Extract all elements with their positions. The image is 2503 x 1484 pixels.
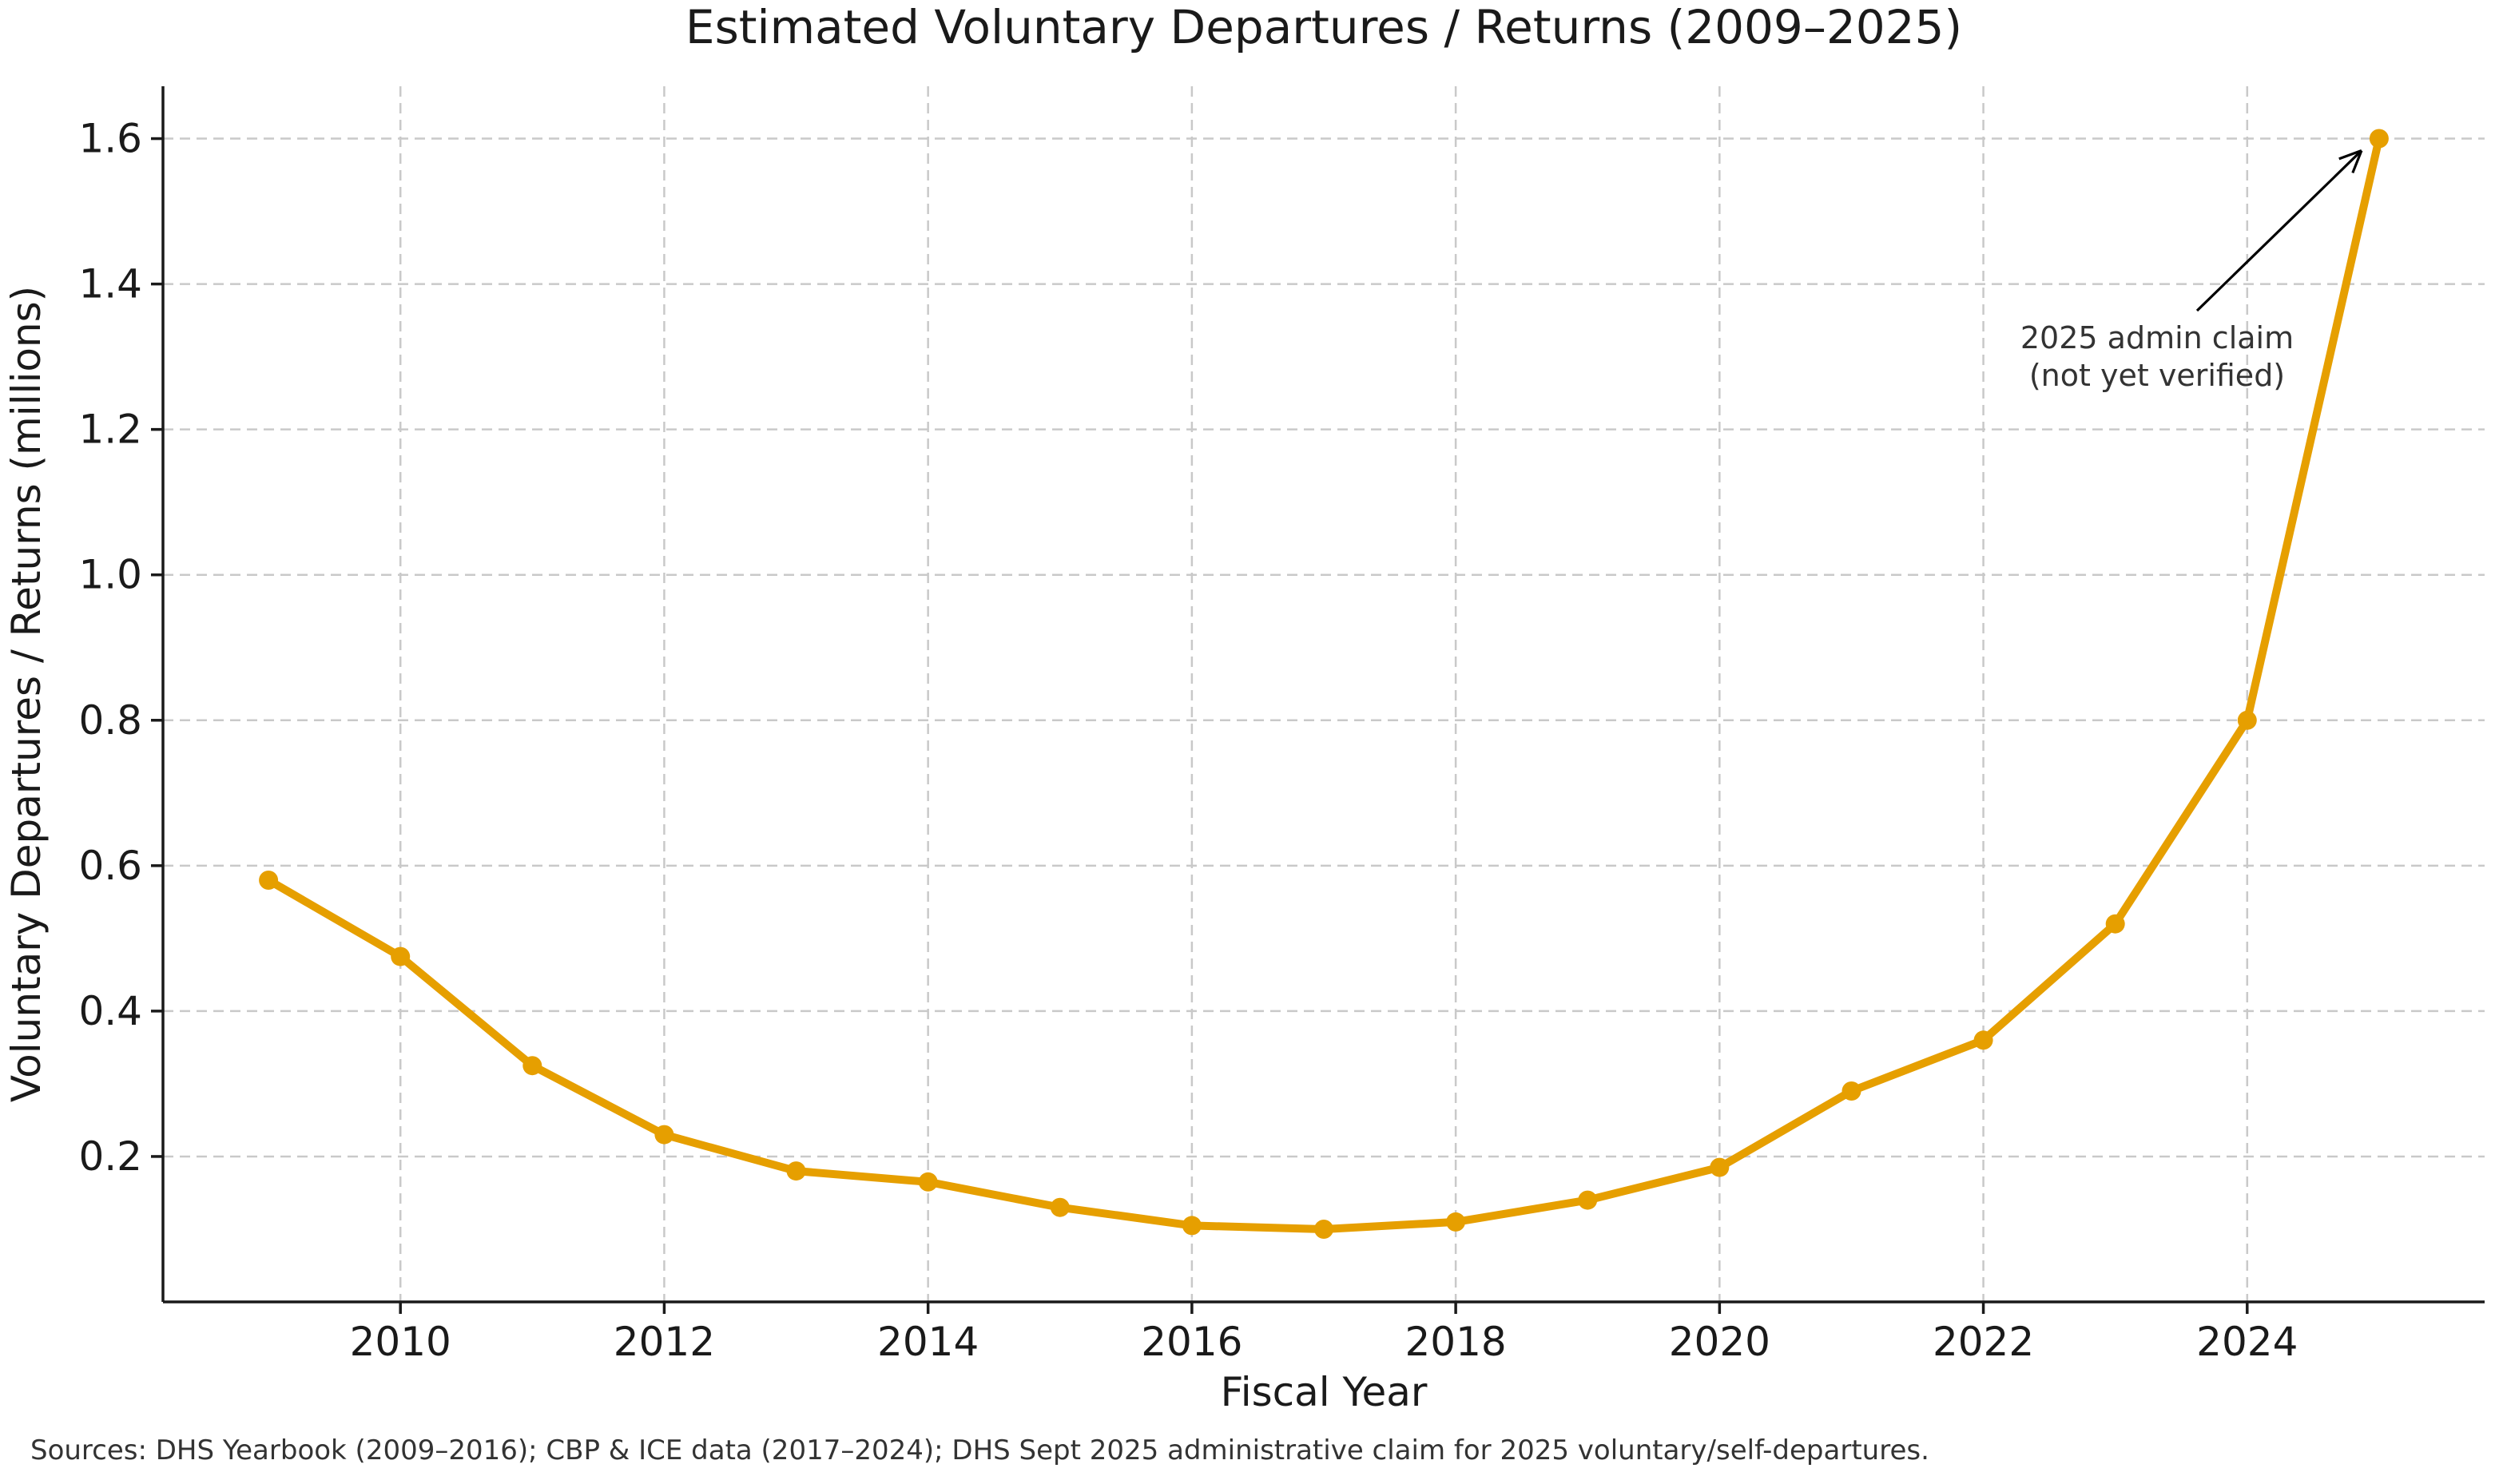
chart-title: Estimated Voluntary Departures / Returns… bbox=[685, 0, 1962, 54]
x-tick-label: 2012 bbox=[614, 1319, 715, 1365]
x-axis-label: Fiscal Year bbox=[1221, 1369, 1428, 1415]
y-tick-label: 0.8 bbox=[78, 697, 142, 744]
x-tick-label: 2018 bbox=[1404, 1319, 1506, 1365]
data-point-2021 bbox=[1841, 1081, 1861, 1101]
x-tick-label: 2010 bbox=[350, 1319, 451, 1365]
figure-text: Estimated Voluntary Departures / Returns… bbox=[3, 0, 1962, 1466]
annotation-arrow-head bbox=[2338, 149, 2362, 161]
data-line bbox=[264, 134, 2383, 1233]
y-axis-label: Voluntary Departures / Returns (millions… bbox=[3, 286, 50, 1102]
data-point-2015 bbox=[1050, 1197, 1070, 1217]
annotation-text-line2: (not yet verified) bbox=[2029, 358, 2285, 393]
annotation-arrow-shaft bbox=[2195, 149, 2363, 312]
y-tick-label: 0.4 bbox=[78, 988, 142, 1034]
x-tick-label: 2020 bbox=[1669, 1319, 1770, 1365]
data-point-2013 bbox=[786, 1161, 806, 1181]
data-point-2022 bbox=[1973, 1030, 1993, 1050]
annotation: 2025 admin claim (not yet verified) bbox=[2020, 149, 2363, 393]
y-tick-label: 1.0 bbox=[78, 552, 142, 598]
x-tick-label: 2014 bbox=[877, 1319, 979, 1365]
x-tick-label: 2024 bbox=[2196, 1319, 2298, 1365]
data-point-2010 bbox=[391, 946, 411, 966]
data-point-2012 bbox=[654, 1125, 674, 1145]
data-point-2016 bbox=[1182, 1216, 1202, 1236]
data-point-2019 bbox=[1578, 1190, 1598, 1210]
y-tick-label: 1.2 bbox=[78, 407, 142, 453]
data-point-2014 bbox=[918, 1172, 938, 1192]
annotation-arrow-head bbox=[2351, 149, 2363, 174]
data-series bbox=[259, 129, 2389, 1239]
data-point-2018 bbox=[1446, 1212, 1466, 1232]
data-point-2025 bbox=[2369, 129, 2389, 149]
data-point-2020 bbox=[1710, 1157, 1730, 1177]
data-point-2011 bbox=[522, 1056, 542, 1076]
axes bbox=[151, 86, 2485, 1314]
x-tick-label: 2016 bbox=[1141, 1319, 1242, 1365]
annotation-text-line1: 2025 admin claim bbox=[2020, 320, 2294, 355]
tick-labels: 2010 2012 2014 2016 2018 2020 2022 2024 0.2 0.4 0.… bbox=[78, 116, 2298, 1365]
y-tick-label: 1.4 bbox=[78, 261, 142, 308]
y-tick-label: 0.6 bbox=[78, 843, 142, 889]
data-point-2017 bbox=[1314, 1220, 1333, 1239]
sources-footnote: Sources: DHS Yearbook (2009–2016); CBP &… bbox=[30, 1434, 1929, 1466]
y-tick-label: 0.2 bbox=[78, 1133, 142, 1180]
data-point-2023 bbox=[2105, 914, 2125, 934]
y-tick-label: 1.6 bbox=[78, 116, 142, 162]
data-point-2024 bbox=[2237, 710, 2257, 730]
x-tick-label: 2022 bbox=[1933, 1319, 2034, 1365]
grid-lines bbox=[163, 86, 2485, 1302]
data-point-2009 bbox=[259, 871, 279, 890]
